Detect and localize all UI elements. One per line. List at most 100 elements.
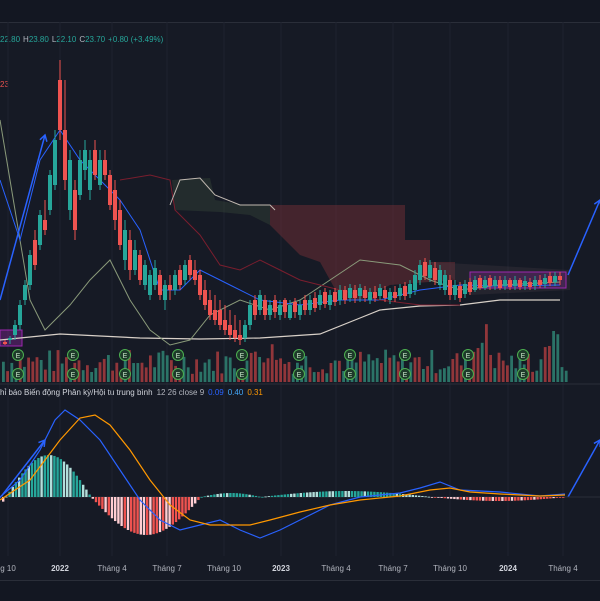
candle-body: [348, 288, 352, 298]
macd-histogram-bar: [373, 491, 376, 497]
volume-bar: [60, 363, 64, 382]
candle-body: [48, 175, 52, 210]
candle-body: [63, 130, 67, 180]
candle-body: [303, 300, 307, 310]
volume-bar: [86, 365, 89, 382]
macd-histogram-bar: [40, 456, 43, 497]
volume-bar: [224, 356, 228, 382]
time-axis[interactable]: g 10 2022 Tháng 4 Tháng 7 Tháng 10 2023 Tháng …: [0, 556, 600, 578]
volume-bar: [191, 373, 194, 382]
volume-bar: [354, 362, 358, 382]
volume-bar: [65, 357, 68, 382]
volume-bar: [39, 359, 43, 382]
event-icon: [119, 368, 131, 380]
candle-body: [493, 280, 497, 286]
volume-bar: [216, 351, 219, 382]
macd-histogram-bar: [430, 497, 434, 498]
earnings-event-marker[interactable]: EE: [236, 349, 248, 380]
macd-histogram-bar: [434, 497, 437, 498]
macd-histogram-bar: [210, 495, 213, 497]
macd-histogram-bar: [155, 497, 158, 534]
earnings-event-marker[interactable]: EE: [67, 349, 79, 380]
volume-bar: [203, 362, 207, 382]
candle-body: [123, 230, 127, 260]
volume-bar: [35, 357, 39, 382]
volume-bar: [329, 363, 333, 382]
macd-histogram-bar: [392, 493, 395, 497]
candle-body: [373, 292, 377, 298]
event-icon: [462, 349, 474, 361]
macd-histogram-bar: [482, 497, 485, 501]
macd-histogram-bar: [306, 492, 309, 497]
macd-histogram-bar: [456, 497, 459, 500]
earnings-event-marker[interactable]: EE: [399, 349, 411, 380]
macd-histogram-bar: [427, 496, 430, 498]
candle-body: [143, 265, 147, 285]
volume-bar: [161, 350, 165, 382]
earnings-event-marker[interactable]: EE: [172, 349, 184, 380]
time-axis-label: g 10: [0, 564, 16, 573]
volume-bar: [443, 368, 446, 382]
volume-bar: [401, 351, 404, 382]
candle-body: [28, 255, 32, 285]
trend-arrow-up[interactable]: [567, 199, 600, 276]
candle-body: [278, 305, 282, 315]
macd-histogram-bar: [280, 494, 283, 497]
ohlc-high: H23.80: [23, 34, 49, 44]
trend-arrow-up[interactable]: [0, 133, 48, 301]
macd-histogram-bar: [158, 497, 162, 533]
time-axis-label: Tháng 10: [207, 564, 241, 573]
macd-histogram-bar: [238, 493, 242, 497]
candle-body: [263, 300, 267, 315]
event-icon-label: E: [297, 372, 302, 379]
macd-histogram-bar: [267, 496, 270, 497]
earnings-event-marker[interactable]: EE: [344, 349, 356, 380]
volume-bar: [52, 370, 56, 382]
macd-histogram-bar: [437, 497, 440, 498]
macd-histogram-bar: [59, 459, 62, 497]
macd-histogram-bar: [466, 497, 469, 500]
macd-histogram-bar: [46, 455, 50, 497]
volume-bar: [44, 369, 47, 382]
volume-bar: [506, 365, 509, 382]
volume-bar: [438, 369, 442, 382]
macd-histogram-bar: [254, 495, 258, 497]
macd-histogram-bar: [34, 460, 37, 497]
candle-body: [23, 285, 27, 300]
macd-histogram-bar: [520, 497, 523, 501]
macd-histogram-bar: [360, 491, 363, 497]
trend-arrows[interactable]: [0, 133, 600, 499]
volume-bar: [501, 360, 505, 382]
macd-histogram-bar: [91, 497, 94, 499]
macd-histogram-bar: [130, 497, 133, 532]
candle-body: [408, 284, 412, 294]
earnings-event-marker[interactable]: EE: [462, 349, 474, 380]
macd-histogram-bar: [322, 491, 325, 497]
volume-bar: [128, 350, 131, 382]
macd-histogram-bar: [293, 493, 296, 497]
macd-histogram-bar: [398, 493, 402, 497]
macd-histogram-bar: [120, 497, 123, 527]
trend-arrow-up[interactable]: [567, 439, 600, 498]
candle-body: [253, 300, 257, 315]
earnings-event-marker[interactable]: EE: [119, 349, 131, 380]
earnings-event-marker[interactable]: EE: [517, 349, 529, 380]
candle-body: [38, 215, 42, 245]
volume-bar: [157, 352, 161, 382]
macd-legend[interactable]: hỉ báo Biến động Phân kỳ/Hội tụ trung bì…: [0, 386, 263, 398]
candle-body: [108, 175, 112, 205]
macd-histogram-bar: [414, 495, 418, 497]
candle-body: [458, 286, 462, 298]
volume-bar: [317, 371, 320, 382]
macd-histogram-bar: [453, 497, 456, 500]
macd-histogram-bar: [75, 475, 78, 497]
candle-body: [478, 278, 482, 288]
earnings-event-marker[interactable]: EE: [12, 349, 24, 380]
event-icon-label: E: [240, 372, 245, 379]
macd-histogram-bar: [334, 491, 338, 497]
macd-histogram-bar: [446, 497, 450, 499]
volume-bar: [98, 362, 102, 382]
earnings-event-marker[interactable]: EE: [293, 349, 305, 380]
